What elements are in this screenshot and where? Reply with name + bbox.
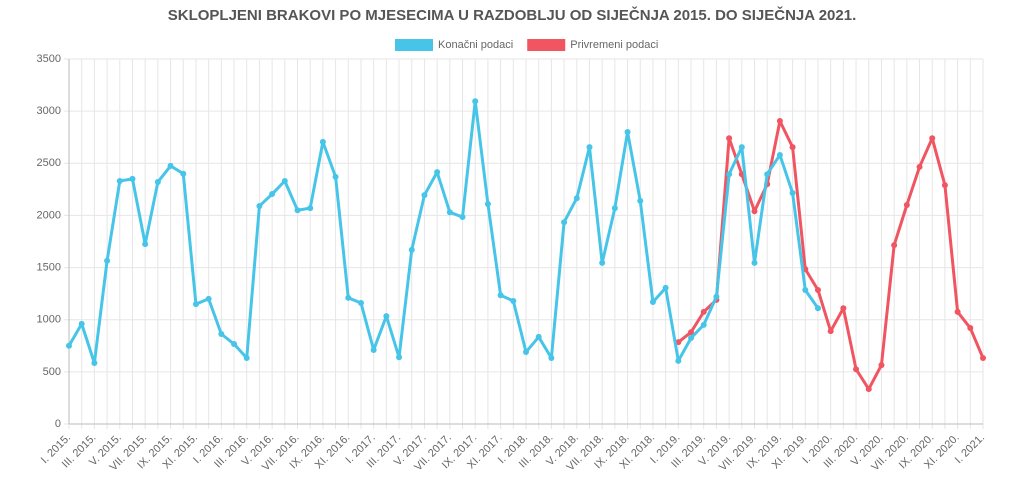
data-point [599,259,606,266]
data-point [281,178,288,185]
data-point [688,334,695,341]
data-point [827,328,834,335]
data-point [269,191,276,198]
data-point [129,175,136,182]
data-point [561,219,568,226]
data-point [789,144,796,151]
y-tick-label: 2000 [37,209,61,221]
legend-label[interactable]: Konačni podaci [438,39,513,51]
data-point [434,169,441,176]
data-point [535,333,542,340]
chart-title: SKLOPLJENI BRAKOVI PO MJESECIMA U RAZDOB… [168,6,857,24]
data-point [484,200,491,207]
data-point [776,151,783,158]
legend-swatch[interactable] [395,39,433,51]
data-point [573,195,580,202]
data-point [700,321,707,328]
data-point [751,259,758,266]
data-point [192,301,199,308]
y-tick-label: 1000 [37,314,61,326]
data-point [840,305,847,312]
data-point [510,297,517,304]
data-point [472,98,479,105]
data-point [738,144,745,151]
data-point [814,305,821,312]
data-point [497,292,504,299]
data-point [421,192,428,199]
data-point [916,163,923,170]
data-point [78,320,85,327]
y-tick-label: 1500 [37,261,61,273]
data-point [789,190,796,197]
data-point [294,207,301,214]
series-line [67,99,820,365]
data-point [802,286,809,293]
data-point [941,182,948,189]
data-point [205,295,212,302]
data-point [408,246,415,253]
data-point [700,308,707,315]
y-tick-label: 0 [55,418,61,430]
data-point [713,293,720,300]
data-point [180,170,187,177]
y-tick-label: 500 [43,366,61,378]
data-point [396,354,403,361]
data-point [967,325,974,332]
data-point [688,329,695,336]
data-point [357,300,364,307]
data-point [104,257,111,264]
data-point [319,138,326,145]
y-tick-label: 3000 [37,105,61,117]
data-point [307,205,314,212]
data-point [776,118,783,125]
data-point [649,298,656,305]
data-point [624,129,631,135]
data-point [903,202,910,208]
data-point [91,359,98,366]
data-point [726,171,733,178]
data-point [853,366,860,373]
data-point [231,341,238,348]
data-point [332,173,339,180]
data-point [662,284,669,291]
data-point [548,354,555,361]
data-point [116,178,123,185]
y-tick-label: 2500 [37,157,61,169]
data-point [891,242,898,249]
data-point [637,197,644,204]
data-point [154,179,161,186]
data-point [370,346,377,353]
legend-label[interactable]: Privremeni podaci [570,39,658,51]
data-point [751,208,758,215]
data-point [218,331,225,338]
data-point [675,357,682,364]
data-point [954,308,961,315]
data-point [66,342,72,349]
data-point [459,213,466,220]
data-point [345,294,352,301]
data-point [814,286,821,293]
data-point [446,209,453,216]
data-point [764,171,771,178]
data-point [383,313,390,320]
data-point [167,162,174,169]
data-point [611,205,618,212]
data-point [523,349,529,356]
data-point [980,354,986,361]
data-point [142,241,149,248]
data-point [726,135,733,142]
data-point [586,144,593,151]
data-point [878,362,885,369]
data-point [865,386,872,393]
y-tick-label: 3500 [37,53,61,65]
data-point [929,135,936,142]
legend-swatch[interactable] [527,39,566,51]
data-point [243,354,250,361]
data-point [256,203,263,210]
